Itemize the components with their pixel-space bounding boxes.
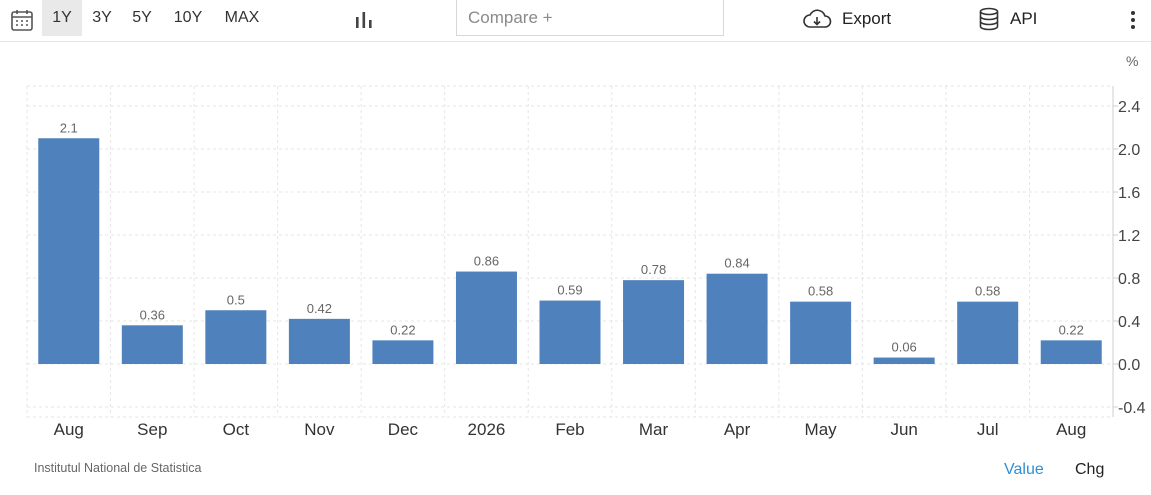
x-tick-label: Aug	[54, 420, 84, 439]
bar[interactable]	[873, 357, 935, 364]
x-tick-label: May	[805, 420, 838, 439]
data-label: 2.1	[60, 120, 78, 135]
chart-data-labels: 2.1 0.36 0.5 0.42 0.22 0.86 0.59 0.78 0.84 0.58 0.…	[60, 120, 1084, 354]
x-tick-label: Jul	[977, 420, 999, 439]
data-label: 0.22	[1059, 322, 1084, 337]
value-mode-button[interactable]: Value	[1004, 461, 1044, 478]
bar[interactable]	[205, 310, 267, 364]
chart-type-button[interactable]	[352, 8, 376, 32]
range-10y-button[interactable]: 10Y	[173, 9, 203, 26]
x-tick-label: 2026	[468, 420, 506, 439]
calendar-icon	[11, 10, 33, 31]
data-label: 0.58	[975, 284, 1000, 299]
range-max-button[interactable]: MAX	[224, 9, 260, 26]
source-attribution: Institutul National de Statistica	[34, 461, 202, 475]
api-label: API	[1010, 9, 1038, 28]
x-tick-label: Nov	[304, 420, 335, 439]
calendar-button[interactable]	[10, 8, 36, 32]
bar[interactable]	[121, 325, 183, 364]
y-axis-ticks: 2.4 2.0 1.6 1.2 0.8 0.4 0.0 -0.4	[1118, 99, 1146, 417]
database-icon	[979, 7, 999, 31]
bar[interactable]	[372, 340, 434, 364]
vertical-dots-icon	[1131, 11, 1135, 29]
bar[interactable]	[38, 138, 100, 364]
data-label: 0.59	[557, 283, 582, 298]
x-tick-label: Apr	[724, 420, 751, 439]
api-button[interactable]: API	[978, 0, 1037, 38]
bar[interactable]	[790, 301, 852, 364]
range-1y-button[interactable]: 1Y	[42, 0, 82, 36]
y-tick-label: 1.6	[1118, 185, 1140, 202]
y-tick-label: 2.4	[1118, 99, 1140, 116]
bar-chart: 2.1 0.36 0.5 0.42 0.22 0.86 0.59 0.78 0.84 0.58 0.…	[26, 85, 1146, 439]
bar[interactable]	[288, 318, 350, 364]
data-label: 0.5	[227, 292, 245, 307]
bar[interactable]	[539, 300, 601, 364]
data-label: 0.36	[140, 307, 165, 322]
y-tick-label: 0.8	[1118, 271, 1140, 288]
x-tick-label: Feb	[555, 420, 584, 439]
x-axis-ticks: Aug Sep Oct Nov Dec 2026 Feb Mar Apr May Jun Jul Aug	[54, 420, 1087, 439]
data-label: 0.22	[390, 322, 415, 337]
bar[interactable]	[455, 271, 517, 364]
cloud-download-icon	[803, 9, 832, 28]
data-label: 0.84	[724, 256, 749, 271]
range-3y-button[interactable]: 3Y	[92, 9, 112, 26]
export-label: Export	[842, 9, 892, 28]
y-tick-label: 0.4	[1118, 314, 1140, 331]
x-tick-label: Sep	[137, 420, 167, 439]
chart-toolbar: 1Y 3Y 5Y 10Y MAX Export API	[0, 0, 1151, 42]
more-options-button[interactable]	[1124, 8, 1142, 32]
bar[interactable]	[957, 301, 1019, 364]
bar[interactable]	[623, 280, 685, 364]
y-tick-label: -0.4	[1118, 400, 1146, 417]
bar-chart-icon	[356, 12, 372, 28]
chart-bars	[38, 138, 1102, 364]
bar[interactable]	[706, 273, 768, 364]
data-label: 0.42	[307, 301, 332, 316]
x-tick-label: Mar	[639, 420, 669, 439]
x-tick-label: Dec	[388, 420, 419, 439]
x-tick-label: Aug	[1056, 420, 1086, 439]
y-tick-label: 2.0	[1118, 142, 1140, 159]
export-button[interactable]: Export	[802, 0, 891, 38]
data-label: 0.86	[474, 254, 499, 269]
y-axis-unit: %	[1126, 53, 1139, 69]
chg-mode-button[interactable]: Chg	[1075, 461, 1105, 478]
data-label: 0.06	[891, 340, 916, 355]
x-tick-label: Oct	[223, 420, 250, 439]
data-label: 0.58	[808, 284, 833, 299]
bar[interactable]	[1040, 340, 1102, 364]
x-tick-label: Jun	[890, 420, 917, 439]
y-tick-label: 0.0	[1118, 357, 1140, 374]
compare-input[interactable]	[456, 0, 724, 36]
data-label: 0.78	[641, 262, 666, 277]
range-5y-button[interactable]: 5Y	[132, 9, 152, 26]
chart-grid	[26, 85, 1118, 418]
y-tick-label: 1.2	[1118, 228, 1140, 245]
